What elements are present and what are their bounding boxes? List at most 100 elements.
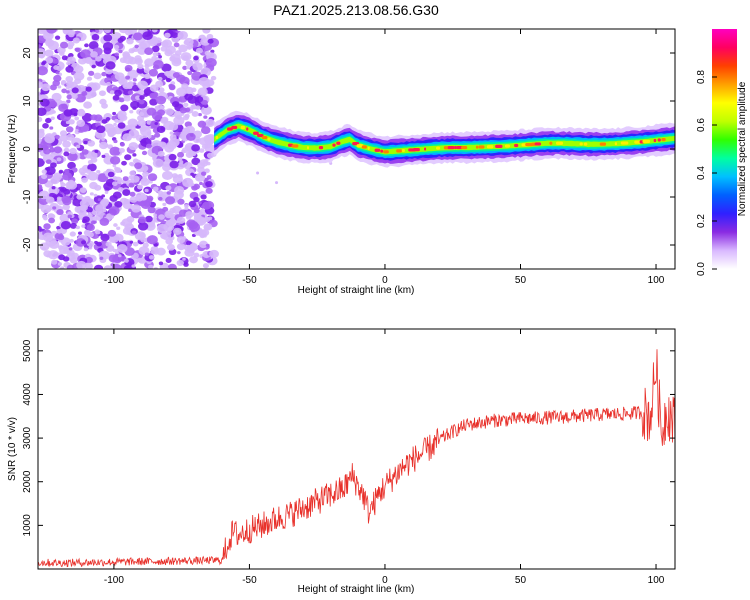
noise-speckle [165, 108, 175, 116]
noise-speckle [132, 153, 137, 157]
noise-speckle [103, 265, 113, 269]
noise-speckle [61, 55, 68, 61]
noise-speckle [53, 65, 60, 71]
colorbar-tick-label: 0.8 [696, 70, 707, 84]
spectrogram-x-axis-label: Height of straight line (km) [298, 285, 415, 296]
noise-speckle [38, 107, 47, 117]
noise-speckle [88, 41, 99, 50]
noise-speckle [62, 172, 73, 181]
noise-speckle [62, 140, 71, 148]
noise-speckle [63, 188, 71, 195]
noise-speckle [48, 217, 56, 224]
noise-speckle [155, 80, 164, 88]
noise-speckle [158, 261, 164, 266]
ridge-peak [534, 142, 542, 146]
noise-speckle [69, 147, 77, 155]
noise-speckle [175, 229, 180, 233]
ridge-peak [380, 149, 384, 153]
noise-speckle [165, 77, 172, 83]
ridge-peak [396, 149, 402, 153]
noise-speckle [71, 87, 79, 94]
noise-speckle [81, 240, 87, 245]
noise-speckle [51, 186, 56, 190]
noise-region [38, 29, 333, 269]
colorbar-label: Normalized spectral amplitude [737, 81, 748, 216]
noise-speckle [66, 99, 71, 104]
noise-speckle [203, 115, 208, 119]
spectrogram-y-tick-label: 10 [22, 95, 33, 107]
noise-speckle [137, 80, 149, 90]
noise-speckle [168, 84, 176, 90]
noise-speckle [186, 132, 196, 141]
noise-speckle [68, 247, 73, 251]
noise-speckle [144, 252, 149, 256]
noise-speckle [112, 176, 118, 181]
noise-speckle [150, 250, 156, 255]
spectrogram-x-tick-label: 50 [515, 275, 527, 286]
noise-speckle [96, 169, 101, 174]
noise-speckle [117, 254, 122, 258]
snr-x-tick-label: 0 [382, 575, 388, 586]
ridge-peak [599, 142, 607, 146]
noise-speckle [96, 125, 106, 134]
noise-speckle [157, 109, 166, 116]
noise-speckle [197, 120, 207, 128]
noise-speckle [56, 175, 62, 181]
noise-speckle [135, 194, 144, 202]
noise-speckle [81, 177, 88, 183]
noise-speckle [202, 29, 211, 34]
noise-speckle [148, 68, 159, 77]
noise-speckle [201, 105, 212, 115]
snr-y-tick-label: 4000 [22, 383, 33, 406]
noise-speckle [87, 140, 96, 147]
ridge-peak [318, 146, 324, 150]
colorbar: 0.0 0.2 0.4 0.6 0.8 Normalized spectral ampl… [696, 29, 748, 276]
noise-speckle [204, 143, 216, 154]
noise-speckle [57, 262, 63, 266]
noise-speckle [59, 188, 65, 192]
noise-speckle [142, 31, 153, 41]
noise-speckle [157, 76, 163, 81]
noise-speckle [186, 244, 191, 249]
ridge-peak [306, 146, 310, 150]
noise-speckle [99, 217, 110, 226]
noise-speckle [151, 45, 160, 53]
noise-speckle [90, 51, 98, 58]
noise-speckle [199, 181, 203, 186]
noise-speckle [91, 64, 96, 69]
noise-speckle [95, 204, 107, 214]
noise-speckle [275, 181, 279, 185]
noise-speckle [101, 119, 108, 124]
noise-speckle [103, 47, 112, 55]
spectrogram-y-tick-label: 0 [22, 146, 33, 152]
noise-speckle [56, 225, 61, 230]
noise-speckle [128, 161, 134, 166]
ridge-peak [227, 127, 233, 131]
noise-speckle [166, 244, 175, 251]
noise-speckle [114, 72, 125, 81]
noise-speckle [56, 157, 62, 162]
noise-speckle [182, 257, 186, 261]
noise-speckle [137, 184, 144, 190]
noise-speckle [176, 259, 184, 266]
noise-speckle [188, 222, 201, 232]
noise-speckle [176, 236, 186, 244]
noise-speckle [128, 175, 133, 180]
noise-speckle [38, 185, 43, 191]
noise-speckle [136, 67, 145, 74]
ridge-peak [614, 142, 618, 146]
noise-speckle [169, 134, 177, 141]
noise-speckle [87, 160, 93, 165]
noise-speckle [185, 59, 194, 67]
noise-speckle [144, 188, 149, 193]
noise-speckle [38, 158, 45, 167]
noise-speckle [77, 109, 86, 117]
noise-speckle [149, 92, 157, 99]
noise-speckle [101, 103, 108, 109]
noise-speckle [112, 111, 117, 116]
noise-speckle [94, 240, 98, 245]
noise-speckle [61, 195, 71, 204]
noise-speckle [60, 266, 65, 269]
noise-speckle [85, 86, 92, 92]
noise-speckle [94, 149, 99, 154]
